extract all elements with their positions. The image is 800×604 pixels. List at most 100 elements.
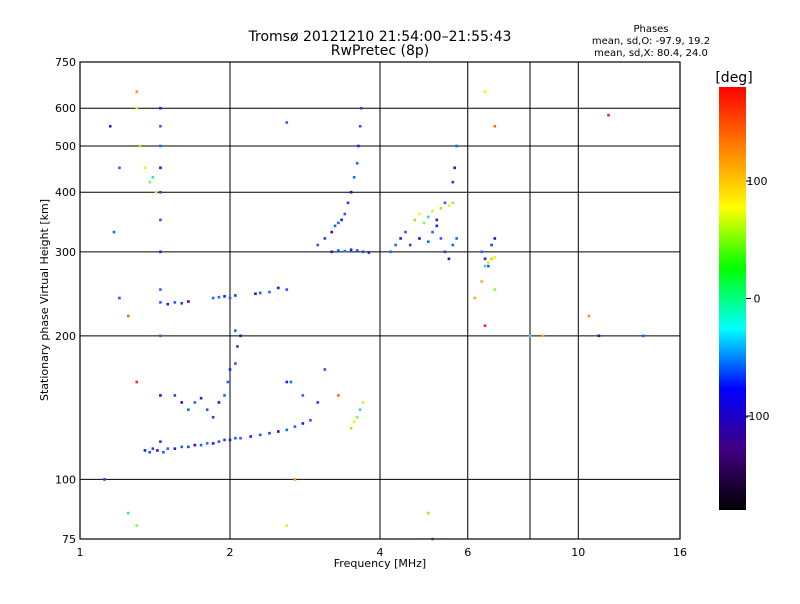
colorbar-label: [deg]: [715, 70, 752, 86]
data-point: [159, 250, 162, 254]
data-point: [112, 230, 116, 234]
data-point: [426, 240, 430, 244]
colorbar-tick-label: 0: [754, 293, 761, 306]
data-point: [258, 433, 262, 437]
data-point: [483, 264, 487, 268]
data-point: [490, 243, 493, 247]
data-point: [541, 334, 545, 338]
data-point: [439, 207, 443, 210]
plot-frame: [79, 61, 681, 540]
data-point: [187, 408, 190, 412]
data-point: [487, 264, 490, 268]
axis-ticks: 1 2 4 6 10 16 75 100 200 300 400 500 600 750: [55, 56, 687, 559]
data-point: [309, 419, 312, 422]
data-point: [431, 230, 434, 234]
data-point: [352, 175, 356, 179]
data-point: [268, 290, 271, 294]
data-point: [301, 422, 305, 425]
x-axis-label: Frequency [MHz]: [334, 557, 426, 570]
data-point: [435, 224, 439, 228]
grid-lines: [80, 62, 680, 539]
data-point: [173, 301, 177, 304]
x-tick-label: 1: [77, 546, 84, 559]
data-point: [447, 204, 451, 207]
data-point: [159, 218, 162, 222]
data-point: [234, 329, 237, 332]
data-point: [607, 113, 610, 117]
data-point: [443, 250, 447, 254]
y-tick-label: 300: [55, 246, 76, 259]
data-point: [358, 408, 362, 412]
data-point: [159, 440, 162, 443]
data-point: [493, 288, 497, 291]
data-point: [360, 106, 363, 110]
data-point: [135, 380, 139, 384]
data-point: [316, 401, 320, 404]
data-point: [199, 396, 203, 400]
data-point: [493, 124, 497, 128]
data-point: [159, 106, 162, 110]
data-point: [159, 288, 162, 291]
data-point: [323, 368, 327, 371]
data-point: [285, 121, 289, 124]
data-point: [337, 394, 340, 397]
data-point: [156, 449, 159, 452]
data-point: [285, 288, 289, 291]
data-point: [349, 426, 353, 430]
data-point: [223, 438, 226, 442]
data-point: [187, 300, 190, 303]
phases-o-stats: mean, sd,O: -97.9, 19.2: [592, 36, 710, 47]
data-point: [418, 212, 421, 216]
data-point: [159, 190, 162, 194]
data-point: [180, 445, 184, 449]
data-point: [483, 90, 487, 93]
data-point: [349, 248, 353, 252]
data-point: [234, 436, 237, 440]
data-point: [223, 394, 226, 397]
data-point: [455, 237, 458, 240]
data-point: [480, 250, 484, 254]
data-point: [151, 175, 155, 179]
data-point: [173, 394, 177, 397]
x-tick-label: 16: [673, 546, 687, 559]
data-point: [239, 334, 242, 338]
data-point: [340, 218, 343, 222]
data-point: [483, 324, 487, 328]
data-point: [343, 249, 347, 253]
data-point: [289, 380, 293, 384]
data-point: [346, 201, 350, 205]
data-point: [187, 445, 190, 449]
data-point: [301, 394, 305, 397]
data-point: [211, 442, 215, 445]
data-point: [234, 362, 237, 365]
data-point: [159, 334, 162, 338]
data-point: [108, 124, 112, 128]
data-point: [453, 166, 457, 170]
data-point: [355, 161, 359, 165]
y-tick-label: 100: [55, 473, 76, 486]
data-point: [394, 243, 397, 247]
data-point: [413, 218, 417, 222]
data-point: [480, 280, 484, 283]
data-point: [268, 431, 271, 435]
data-point: [159, 394, 162, 397]
data-points: [103, 90, 645, 541]
y-tick-label: 75: [62, 533, 76, 546]
data-point: [487, 261, 490, 264]
colorbar-ticks: 100 0 -100: [745, 175, 770, 423]
data-point: [276, 430, 280, 433]
data-point: [135, 524, 139, 527]
data-point: [337, 249, 340, 252]
data-point: [333, 224, 337, 228]
data-point: [493, 237, 497, 240]
data-point: [154, 190, 158, 194]
data-point: [323, 237, 327, 240]
data-point: [148, 180, 152, 184]
data-point: [276, 286, 280, 290]
data-point: [355, 415, 359, 419]
chart-title: Tromsø 20121210 21:54:00–21:55:43: [248, 29, 512, 45]
data-point: [118, 166, 121, 170]
data-point: [217, 295, 221, 299]
data-point: [151, 447, 155, 450]
data-point: [439, 237, 443, 240]
